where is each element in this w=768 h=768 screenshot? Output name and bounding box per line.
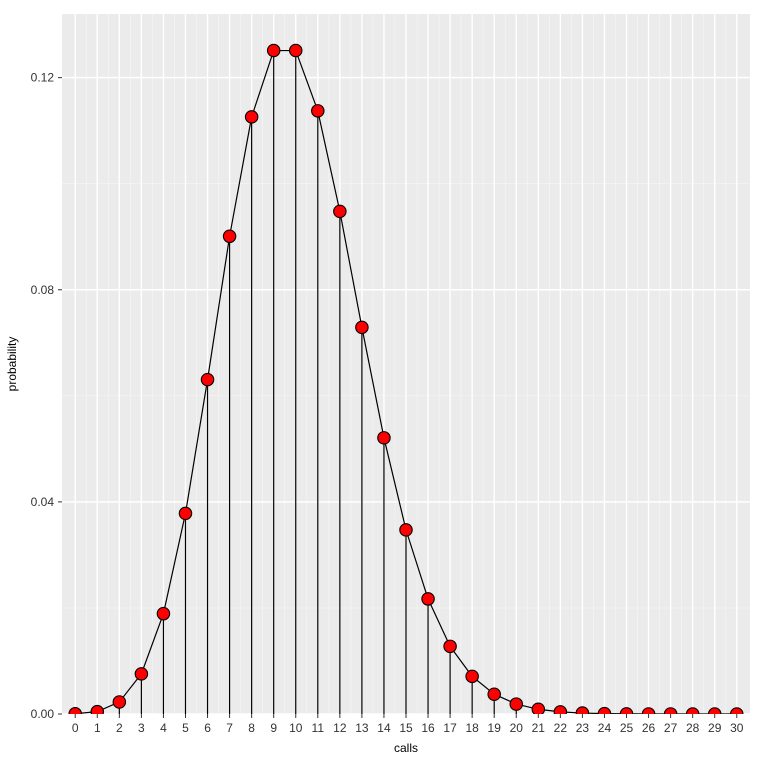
x-tick-label: 4 bbox=[160, 721, 167, 735]
x-tick-label: 27 bbox=[664, 721, 678, 735]
x-tick-label: 24 bbox=[598, 721, 612, 735]
x-tick-label: 21 bbox=[532, 721, 546, 735]
x-tick-label: 10 bbox=[289, 721, 303, 735]
x-tick-label: 11 bbox=[312, 721, 325, 735]
x-tick-label: 13 bbox=[355, 721, 369, 735]
x-tick-label: 23 bbox=[576, 721, 590, 735]
x-tick-label: 7 bbox=[226, 721, 233, 735]
data-point bbox=[113, 696, 125, 708]
data-point bbox=[510, 698, 522, 710]
x-tick-label: 5 bbox=[182, 721, 189, 735]
data-point bbox=[290, 44, 302, 56]
x-tick-label: 29 bbox=[708, 721, 722, 735]
x-tick-label: 1 bbox=[94, 721, 101, 735]
data-point bbox=[179, 507, 191, 519]
x-tick-label: 15 bbox=[399, 721, 413, 735]
data-point bbox=[135, 668, 147, 680]
y-tick-label: 0.12 bbox=[31, 71, 55, 85]
x-tick-label: 16 bbox=[421, 721, 435, 735]
data-point bbox=[378, 432, 390, 444]
x-axis-label: calls bbox=[394, 741, 418, 755]
x-tick-label: 0 bbox=[72, 721, 79, 735]
data-point bbox=[334, 205, 346, 217]
x-tick-label: 25 bbox=[620, 721, 634, 735]
x-tick-label: 2 bbox=[116, 721, 123, 735]
data-point bbox=[245, 111, 257, 123]
probability-chart: 0123456789101112131415161718192021222324… bbox=[0, 0, 768, 768]
data-point bbox=[223, 230, 235, 242]
x-tick-label: 14 bbox=[377, 721, 391, 735]
x-tick-label: 3 bbox=[138, 721, 145, 735]
data-point bbox=[201, 373, 213, 385]
x-tick-label: 26 bbox=[642, 721, 656, 735]
y-tick-label: 0.08 bbox=[31, 283, 55, 297]
x-tick-label: 20 bbox=[510, 721, 524, 735]
data-point bbox=[400, 524, 412, 536]
data-point bbox=[466, 670, 478, 682]
x-tick-label: 18 bbox=[465, 721, 479, 735]
x-tick-label: 19 bbox=[488, 721, 502, 735]
y-tick-label: 0.00 bbox=[31, 707, 55, 721]
data-point bbox=[267, 44, 279, 56]
data-point bbox=[488, 688, 500, 700]
x-tick-label: 12 bbox=[333, 721, 347, 735]
data-point bbox=[157, 607, 169, 619]
x-tick-label: 28 bbox=[686, 721, 700, 735]
y-axis-label: probability bbox=[5, 337, 19, 392]
y-tick-label: 0.04 bbox=[31, 495, 55, 509]
x-tick-label: 30 bbox=[730, 721, 744, 735]
data-point bbox=[312, 105, 324, 117]
x-tick-label: 8 bbox=[248, 721, 255, 735]
chart-svg: 0123456789101112131415161718192021222324… bbox=[0, 0, 768, 768]
x-tick-label: 22 bbox=[554, 721, 568, 735]
data-point bbox=[444, 640, 456, 652]
data-point bbox=[356, 321, 368, 333]
x-tick-label: 17 bbox=[443, 721, 457, 735]
x-tick-label: 9 bbox=[270, 721, 277, 735]
data-point bbox=[532, 703, 544, 715]
data-point bbox=[422, 593, 434, 605]
x-tick-label: 6 bbox=[204, 721, 211, 735]
